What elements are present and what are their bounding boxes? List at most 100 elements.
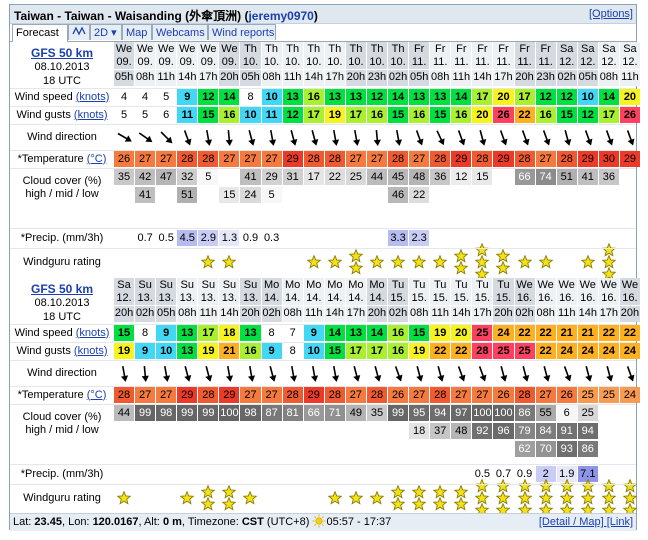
cloud-low-cell: 62: [514, 441, 535, 457]
wind-arrow-icon: [205, 366, 213, 382]
wind-gust-cell: 24: [619, 343, 640, 359]
day-date: 15.: [390, 292, 406, 304]
user-link[interactable]: jeremy0970: [248, 9, 314, 23]
time-column-header: Tu 15. 17h: [472, 278, 493, 322]
rating-star-icon: [475, 255, 490, 269]
day-date: 10.: [369, 56, 385, 68]
wind-direction-cell: [304, 125, 324, 149]
time-column-header: Th 10. 11h: [282, 42, 303, 86]
cloud-high-cell: 31: [282, 169, 303, 185]
wind-arrow-icon: [626, 130, 635, 146]
model-name-link[interactable]: GFS 50 km: [30, 282, 94, 296]
cloud-low-cell: 93: [556, 441, 577, 457]
knots-link[interactable]: (knots): [75, 90, 110, 103]
wind-gusts-label: Wind gusts: [16, 108, 71, 121]
day-name: Tu: [412, 279, 426, 291]
wind-arrow-icon: [138, 132, 153, 143]
temperature-cell: 27: [156, 151, 177, 167]
wind-speed-cell: 7: [282, 325, 303, 341]
wind-arrow-icon: [141, 365, 149, 382]
temperature-cell: 28: [303, 151, 324, 167]
rating-star-icon: [201, 497, 216, 511]
wind-gust-cell: 16: [366, 107, 388, 123]
hour-label: 08h: [535, 305, 556, 319]
cloud-mid-cell: [515, 187, 535, 203]
knots-link[interactable]: (knots): [73, 108, 108, 121]
options-link[interactable]: [Options]: [588, 8, 633, 20]
wind-direction-cell: [472, 125, 492, 149]
wind-speed-cell: 20: [493, 89, 514, 105]
cloud-low-cell: [262, 205, 282, 221]
precip-cell: 1.3: [219, 230, 240, 246]
wind-direction-cell: [578, 361, 598, 385]
utc-offset: (UTC+8): [266, 516, 310, 528]
wind-direction-cell: [515, 125, 535, 149]
knots-link[interactable]: (knots): [75, 326, 110, 339]
cloud-high-cell: 17: [303, 169, 324, 185]
precip-cell: 0.9: [240, 230, 261, 246]
precip-cell: [283, 466, 303, 482]
cloud-low-cell: [283, 205, 303, 221]
celsius-link[interactable]: (°C): [86, 388, 107, 401]
hour-label: 14h: [577, 305, 598, 319]
cloud-high-cell: 99: [198, 405, 219, 421]
tab-graph[interactable]: [68, 24, 90, 40]
detail-map-link[interactable]: [Detail / Map] [Link]: [538, 516, 633, 528]
day-date: 13.: [200, 292, 216, 304]
cloud-high-cell: 86: [514, 405, 535, 421]
tab-forecast[interactable]: Forecast: [12, 24, 68, 42]
temperature-cell: 27: [535, 151, 556, 167]
knots-link[interactable]: (knots): [73, 344, 108, 357]
wind-speed-cell: 14: [451, 89, 472, 105]
wind-speed-cell: 24: [493, 325, 514, 341]
row-label-wind-speed: Wind speed (knots): [10, 324, 114, 342]
rating-star-icon: [433, 497, 448, 511]
precip-cell: [536, 230, 556, 246]
cloud-mid-cell: [262, 423, 282, 439]
wind-gusts-label: Wind gusts: [16, 344, 71, 357]
wind-direction-cell: [409, 125, 429, 149]
model-run-hour: 18 UTC: [43, 75, 81, 87]
footer-bar: Lat: 23.45, Lon: 120.0167, Alt: 0 m, Tim…: [10, 513, 636, 531]
wind-gust-cell: 10: [303, 343, 324, 359]
time-column-header: Su 13. 05h: [156, 278, 177, 322]
footer-links[interactable]: [Detail / Map] [Link]: [539, 514, 633, 531]
cloud-low-cell: [219, 441, 239, 457]
wind-direction-cell: [219, 125, 239, 149]
day-name: Th: [286, 43, 300, 55]
temperature-cell: 27: [261, 387, 282, 403]
day-name: Th: [244, 43, 257, 55]
precip-cell: [283, 230, 303, 246]
wind-direction-cell: [198, 125, 218, 149]
day-name: We: [621, 279, 639, 291]
model-name-link[interactable]: GFS 50 km: [30, 46, 94, 60]
wind-arrow-icon: [268, 366, 276, 382]
cloud-low-cell: [599, 205, 619, 221]
wind-gust-cell: 26: [493, 107, 514, 123]
wind-arrow-icon: [289, 130, 297, 146]
tab-2d[interactable]: 2D ▾: [90, 24, 122, 40]
celsius-link[interactable]: (°C): [86, 152, 107, 165]
wind-direction-cell: [536, 125, 556, 149]
tab-map[interactable]: Map: [122, 24, 152, 40]
cloud-mid-cell: [367, 187, 387, 203]
time-column-header: We 09. 14h: [177, 42, 198, 86]
wind-arrow-icon: [626, 366, 635, 382]
temperature-cell: 27: [472, 387, 493, 403]
row-label-rating: Windguru rating: [10, 484, 114, 512]
time-column-header: We 16. 17h: [598, 278, 619, 322]
cloud-low-cell: [325, 205, 345, 221]
tab-wind-reports[interactable]: Wind reports: [208, 24, 276, 40]
wind-gust-cell: 5: [135, 107, 156, 123]
precip-cell: [135, 466, 155, 482]
wind-direction-cell: [325, 125, 345, 149]
day-date: 11.: [454, 56, 469, 68]
wind-speed-cell: 9: [156, 325, 177, 341]
wind-arrow-icon: [415, 130, 424, 146]
tab-webcams[interactable]: Webcams: [152, 24, 208, 40]
wind-arrow-icon: [373, 129, 381, 146]
cloud-mid-cell: 18: [409, 423, 430, 439]
graph-icon: [72, 26, 86, 36]
rating-star-icon: [517, 491, 532, 505]
wind-speed-cell: 4: [114, 89, 135, 105]
